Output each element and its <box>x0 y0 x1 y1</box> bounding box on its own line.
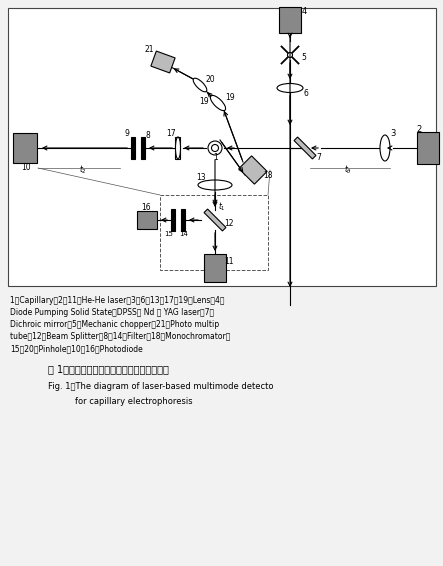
Bar <box>160 195 268 270</box>
Text: $t_1$: $t_1$ <box>218 201 226 213</box>
Text: 17: 17 <box>166 130 176 139</box>
Text: 16: 16 <box>141 203 151 212</box>
Bar <box>175 137 180 159</box>
Bar <box>204 209 226 231</box>
Text: 9: 9 <box>124 130 129 139</box>
Ellipse shape <box>288 53 292 58</box>
Ellipse shape <box>175 137 180 159</box>
Ellipse shape <box>211 144 218 152</box>
Text: 8: 8 <box>146 131 150 139</box>
Text: 10: 10 <box>21 164 31 173</box>
Text: 19: 19 <box>225 92 235 101</box>
Text: 11: 11 <box>224 258 234 267</box>
Text: 13: 13 <box>196 173 206 182</box>
Ellipse shape <box>208 141 222 155</box>
Text: 1: 1 <box>214 153 218 162</box>
Text: 15，20；Pinhole；10，16；Photodiode: 15，20；Pinhole；10，16；Photodiode <box>10 344 143 353</box>
Text: 5: 5 <box>302 53 307 62</box>
Bar <box>294 137 316 159</box>
Bar <box>151 51 175 73</box>
Bar <box>8 8 436 286</box>
Bar <box>171 209 175 231</box>
Bar <box>13 133 37 163</box>
Text: tube；12；Beam Splitter；8，14；Filter；18；Monochromator；: tube；12；Beam Splitter；8，14；Filter；18；Mon… <box>10 332 230 341</box>
Bar <box>141 137 145 159</box>
Text: 21: 21 <box>144 45 154 54</box>
Text: 3: 3 <box>390 128 396 138</box>
Text: $t_\theta$: $t_\theta$ <box>344 164 352 176</box>
Ellipse shape <box>277 84 303 92</box>
Text: 2: 2 <box>416 125 422 134</box>
Bar <box>239 156 267 184</box>
Bar <box>181 209 185 231</box>
Text: Dichroic mirror；5；Mechanic chopper；21；Photo multip: Dichroic mirror；5；Mechanic chopper；21；Ph… <box>10 320 219 329</box>
Text: 20: 20 <box>205 75 215 84</box>
Bar <box>279 7 301 33</box>
Text: 12: 12 <box>224 220 234 229</box>
Bar <box>137 211 157 229</box>
Text: for capillary electrophoresis: for capillary electrophoresis <box>75 397 193 406</box>
Text: 图 1　毛细管电泳激光多模式信号检测仪光路: 图 1 毛细管电泳激光多模式信号检测仪光路 <box>48 364 169 374</box>
Text: Diode Pumping Solid State（DPSS） Nd ： YAG laser；7；: Diode Pumping Solid State（DPSS） Nd ： YAG… <box>10 308 214 317</box>
Ellipse shape <box>193 78 207 92</box>
Text: Fig. 1　The diagram of laser-based multimode detecto: Fig. 1 The diagram of laser-based multim… <box>48 382 273 391</box>
Text: 19: 19 <box>199 96 209 105</box>
Text: 6: 6 <box>303 88 308 97</box>
Text: $t_2$: $t_2$ <box>79 164 87 176</box>
Text: 1；Capillary；2，11；He-He laser；3，6，13，17，19；Lens；4；: 1；Capillary；2，11；He-He laser；3，6，13，17，1… <box>10 296 225 305</box>
Ellipse shape <box>198 180 232 190</box>
Ellipse shape <box>380 135 390 161</box>
Ellipse shape <box>210 96 225 110</box>
Text: 15: 15 <box>164 231 174 237</box>
Text: 4: 4 <box>301 7 307 16</box>
Text: 14: 14 <box>179 231 188 237</box>
Text: 7: 7 <box>317 153 322 162</box>
Text: 18: 18 <box>263 171 273 181</box>
Bar <box>204 254 226 282</box>
Bar <box>417 132 439 164</box>
Bar <box>131 137 135 159</box>
